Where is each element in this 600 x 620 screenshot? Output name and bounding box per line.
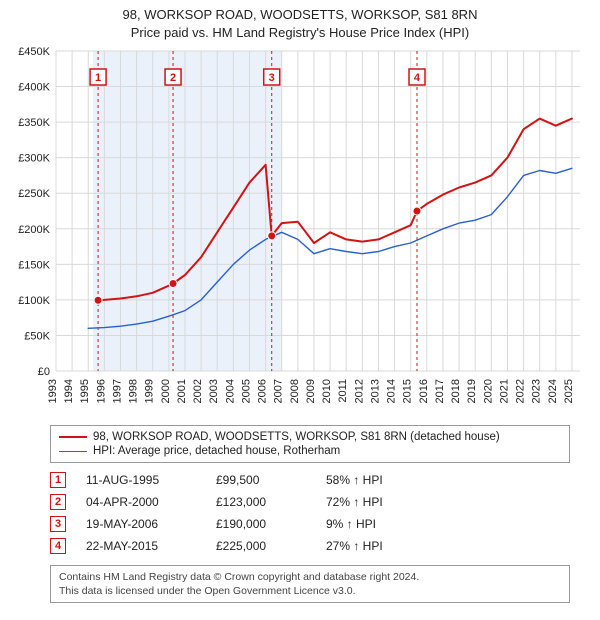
svg-text:2012: 2012 bbox=[353, 379, 365, 403]
svg-text:2010: 2010 bbox=[321, 379, 333, 403]
svg-text:2017: 2017 bbox=[434, 379, 446, 403]
event-pct: 58% ↑ HPI bbox=[326, 473, 446, 487]
event-price: £190,000 bbox=[216, 517, 306, 531]
svg-text:1999: 1999 bbox=[144, 379, 156, 403]
svg-text:2000: 2000 bbox=[160, 379, 172, 403]
svg-text:2016: 2016 bbox=[418, 379, 430, 403]
footer-line2: This data is licensed under the Open Gov… bbox=[59, 584, 561, 598]
svg-text:2020: 2020 bbox=[482, 379, 494, 403]
svg-text:2013: 2013 bbox=[369, 379, 381, 403]
svg-text:4: 4 bbox=[414, 72, 421, 84]
chart-titles: 98, WORKSOP ROAD, WOODSETTS, WORKSOP, S8… bbox=[0, 0, 600, 41]
svg-text:1996: 1996 bbox=[95, 379, 107, 403]
svg-text:2011: 2011 bbox=[337, 379, 349, 403]
svg-text:2007: 2007 bbox=[273, 379, 285, 403]
svg-text:£150K: £150K bbox=[18, 259, 50, 271]
legend-label: 98, WORKSOP ROAD, WOODSETTS, WORKSOP, S8… bbox=[93, 431, 500, 443]
svg-text:2024: 2024 bbox=[547, 379, 559, 403]
svg-text:2022: 2022 bbox=[515, 379, 527, 403]
events-table: 1 11-AUG-1995 £99,500 58% ↑ HPI 2 04-APR-2000… bbox=[50, 469, 570, 557]
svg-text:2023: 2023 bbox=[531, 379, 543, 403]
footer-line1: Contains HM Land Registry data © Crown c… bbox=[59, 570, 561, 584]
svg-text:2025: 2025 bbox=[563, 379, 575, 403]
svg-text:1997: 1997 bbox=[111, 379, 123, 403]
svg-text:£250K: £250K bbox=[18, 188, 50, 200]
event-price: £123,000 bbox=[216, 495, 306, 509]
svg-text:£450K: £450K bbox=[18, 46, 50, 58]
svg-text:2003: 2003 bbox=[208, 379, 220, 403]
event-row: 2 04-APR-2000 £123,000 72% ↑ HPI bbox=[50, 491, 570, 513]
svg-text:2008: 2008 bbox=[289, 379, 301, 403]
svg-text:£200K: £200K bbox=[18, 224, 50, 236]
svg-text:£50K: £50K bbox=[24, 331, 50, 343]
chart-plot: £0 £50K £100K £150K £200K £250K £300K £350K £400… bbox=[0, 41, 600, 421]
svg-text:2018: 2018 bbox=[450, 379, 462, 403]
event-badge: 1 bbox=[50, 472, 66, 488]
svg-text:1994: 1994 bbox=[63, 379, 75, 403]
svg-text:£350K: £350K bbox=[18, 117, 50, 129]
event-badge: 2 bbox=[50, 494, 66, 510]
event-row: 3 19-MAY-2006 £190,000 9% ↑ HPI bbox=[50, 513, 570, 535]
event-date: 11-AUG-1995 bbox=[86, 473, 196, 487]
event-date: 19-MAY-2006 bbox=[86, 517, 196, 531]
svg-text:2004: 2004 bbox=[224, 379, 236, 403]
svg-text:1998: 1998 bbox=[128, 379, 140, 403]
svg-text:2019: 2019 bbox=[466, 379, 478, 403]
title-subtitle: Price paid vs. HM Land Registry's House … bbox=[0, 24, 600, 42]
legend-swatch bbox=[59, 436, 87, 438]
svg-text:1995: 1995 bbox=[79, 379, 91, 403]
event-badge: 3 bbox=[50, 516, 66, 532]
svg-text:£300K: £300K bbox=[18, 153, 50, 165]
chart-svg: £0 £50K £100K £150K £200K £250K £300K £350K £400… bbox=[0, 41, 600, 421]
event-pct: 27% ↑ HPI bbox=[326, 539, 446, 553]
svg-text:2015: 2015 bbox=[402, 379, 414, 403]
legend-label: HPI: Average price, detached house, Roth… bbox=[93, 445, 340, 457]
svg-text:2014: 2014 bbox=[386, 379, 398, 403]
event-row: 1 11-AUG-1995 £99,500 58% ↑ HPI bbox=[50, 469, 570, 491]
title-address: 98, WORKSOP ROAD, WOODSETTS, WORKSOP, S8… bbox=[0, 6, 600, 24]
legend-swatch bbox=[59, 451, 87, 452]
event-price: £225,000 bbox=[216, 539, 306, 553]
svg-text:1: 1 bbox=[95, 72, 101, 84]
legend-row: 98, WORKSOP ROAD, WOODSETTS, WORKSOP, S8… bbox=[59, 430, 561, 444]
svg-text:2001: 2001 bbox=[176, 379, 188, 403]
svg-text:2009: 2009 bbox=[305, 379, 317, 403]
legend-box: 98, WORKSOP ROAD, WOODSETTS, WORKSOP, S8… bbox=[50, 425, 570, 463]
event-date: 22-MAY-2015 bbox=[86, 539, 196, 553]
svg-text:2: 2 bbox=[170, 72, 176, 84]
svg-text:2005: 2005 bbox=[240, 379, 252, 403]
event-date: 04-APR-2000 bbox=[86, 495, 196, 509]
svg-text:1993: 1993 bbox=[47, 379, 59, 403]
svg-text:£100K: £100K bbox=[18, 295, 50, 307]
event-badge: 4 bbox=[50, 538, 66, 554]
svg-text:2002: 2002 bbox=[192, 379, 204, 403]
event-row: 4 22-MAY-2015 £225,000 27% ↑ HPI bbox=[50, 535, 570, 557]
svg-text:£0: £0 bbox=[38, 366, 50, 378]
event-price: £99,500 bbox=[216, 473, 306, 487]
event-pct: 9% ↑ HPI bbox=[326, 517, 446, 531]
svg-text:3: 3 bbox=[269, 72, 275, 84]
svg-text:2021: 2021 bbox=[498, 379, 510, 403]
event-pct: 72% ↑ HPI bbox=[326, 495, 446, 509]
svg-text:£400K: £400K bbox=[18, 82, 50, 94]
legend-row: HPI: Average price, detached house, Roth… bbox=[59, 444, 561, 458]
svg-text:2006: 2006 bbox=[257, 379, 269, 403]
chart-container: 98, WORKSOP ROAD, WOODSETTS, WORKSOP, S8… bbox=[0, 0, 600, 603]
footer-attribution: Contains HM Land Registry data © Crown c… bbox=[50, 565, 570, 603]
